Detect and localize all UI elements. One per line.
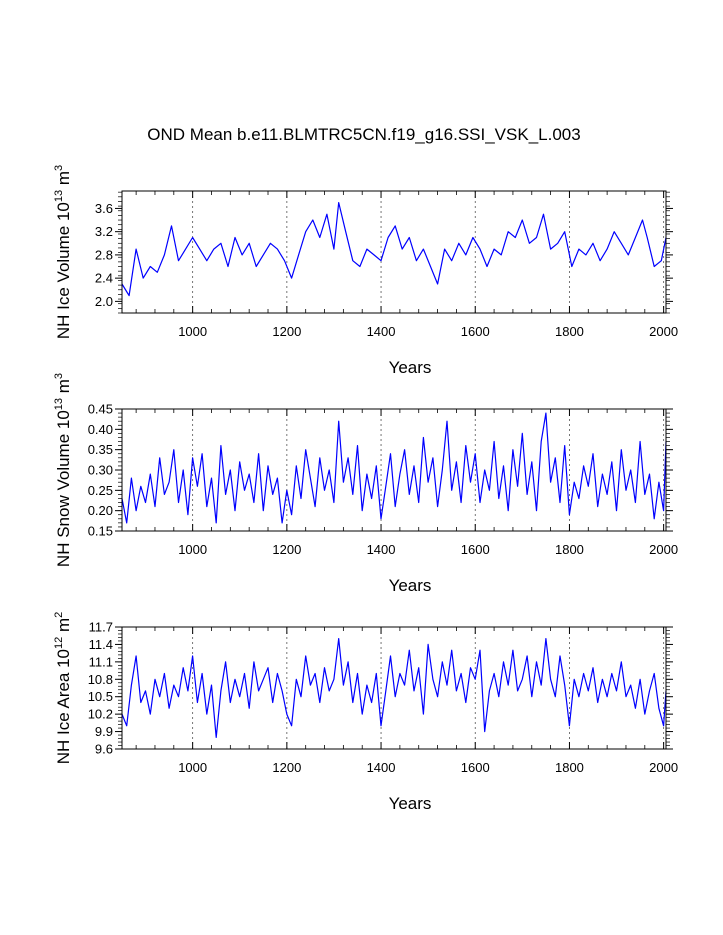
ice-volume-xtick-label: 2000 [649, 324, 678, 339]
snow-volume-series-line [121, 412, 667, 524]
snow-volume-ylabel-part: 13 [53, 398, 65, 410]
panel-snow-volume: 1000 1200 1400 1600 1800 2000 0.15 0.20 0.25 0.30… [53, 373, 678, 595]
snow-volume-ylabel-part: 3 [53, 373, 65, 379]
ice-volume-xtick-label: 1600 [461, 324, 490, 339]
ice-area-xlabel: Years [389, 794, 432, 813]
snow-volume-ytick-label: 0.40 [88, 422, 113, 437]
ice-area-ytick-label: 9.9 [95, 724, 113, 739]
snow-volume-ytick-label: 0.45 [88, 402, 113, 417]
ice-volume-xtick-label: 1400 [367, 324, 396, 339]
ice-area-plot-frame [121, 626, 667, 750]
snow-volume-ytick-label: 0.35 [88, 442, 113, 457]
snow-volume-ytick-label: 0.30 [88, 463, 113, 478]
snow-volume-xlabel: Years [389, 576, 432, 595]
snow-volume-xtick-label: 1600 [461, 542, 490, 557]
figure-title: OND Mean b.e11.BLMTRC5CN.f19_g16.SSI_VSK… [147, 125, 580, 144]
snow-volume-xtick-label: 1800 [555, 542, 584, 557]
ice-volume-ytick-label: 3.2 [95, 224, 113, 239]
ice-volume-ylabel-part: 13 [53, 190, 65, 202]
ice-area-xtick-label: 1000 [178, 760, 207, 775]
ice-area-ytick-label: 10.2 [88, 707, 113, 722]
ice-area-ytick-label: 9.6 [95, 742, 113, 757]
ice-volume-ylabel-part: m [54, 171, 73, 190]
snow-volume-ylabel-part: m [54, 379, 73, 398]
ice-volume-xtick-label: 1000 [178, 324, 207, 339]
ice-area-ylabel-part: m [54, 618, 73, 637]
snow-volume-ytick-label: 0.15 [88, 524, 113, 539]
ice-volume-series-line [121, 202, 667, 297]
ice-area-ylabel: NH Ice Area 1012 m2 [53, 612, 73, 765]
ice-area-ylabel-part: 12 [53, 637, 65, 649]
ice-volume-xtick-label: 1200 [272, 324, 301, 339]
ice-area-xtick-label: 1200 [272, 760, 301, 775]
ice-area-ylabel-part: 2 [53, 612, 65, 618]
ice-area-series-line [121, 638, 667, 738]
snow-volume-ytick-label: 0.20 [88, 503, 113, 518]
ice-volume-ylabel-part: 3 [53, 165, 65, 171]
ice-volume-ytick-label: 2.0 [95, 294, 113, 309]
ice-volume-xtick-label: 1800 [555, 324, 584, 339]
ice-area-ylabel-part: NH Ice Area 10 [54, 649, 73, 764]
ice-area-ytick-label: 10.5 [88, 689, 113, 704]
snow-volume-ytick-label: 0.25 [88, 483, 113, 498]
panel-ice-area: 1000 1200 1400 1600 1800 2000 9.6 9.9 10.2 10.5 10… [53, 612, 678, 813]
ice-volume-ylabel: NH Ice Volume 1013 m3 [53, 165, 73, 339]
snow-volume-xtick-label: 1400 [367, 542, 396, 557]
ice-area-xtick-label: 1600 [461, 760, 490, 775]
ice-area-ytick-label: 11.4 [89, 637, 113, 652]
ice-area-ytick-label: 11.7 [89, 620, 113, 635]
ice-volume-plot-frame [121, 190, 667, 314]
ice-volume-ytick-label: 2.4 [95, 271, 113, 286]
ice-area-xtick-label: 1800 [555, 760, 584, 775]
ice-area-xtick-label: 2000 [649, 760, 678, 775]
panel-ice-volume: 1000 1200 1400 1600 1800 2000 2.0 2.4 2.8 3.2 3.6 Y… [53, 165, 678, 377]
ice-volume-xlabel: Years [389, 358, 432, 377]
ice-area-ytick-label: 10.8 [88, 672, 113, 687]
ice-volume-ytick-label: 2.8 [95, 247, 113, 262]
snow-volume-xtick-label: 2000 [649, 542, 678, 557]
ice-area-xtick-label: 1400 [367, 760, 396, 775]
ice-volume-ylabel-part: NH Ice Volume 10 [54, 202, 73, 339]
ice-volume-ytick-label: 3.6 [95, 201, 113, 216]
ice-area-ytick-label: 11.1 [89, 654, 113, 669]
snow-volume-ylabel: NH Snow Volume 1013 m3 [53, 373, 73, 567]
snow-volume-xtick-label: 1200 [272, 542, 301, 557]
snow-volume-xtick-label: 1000 [178, 542, 207, 557]
snow-volume-ylabel-part: NH Snow Volume 10 [54, 410, 73, 567]
